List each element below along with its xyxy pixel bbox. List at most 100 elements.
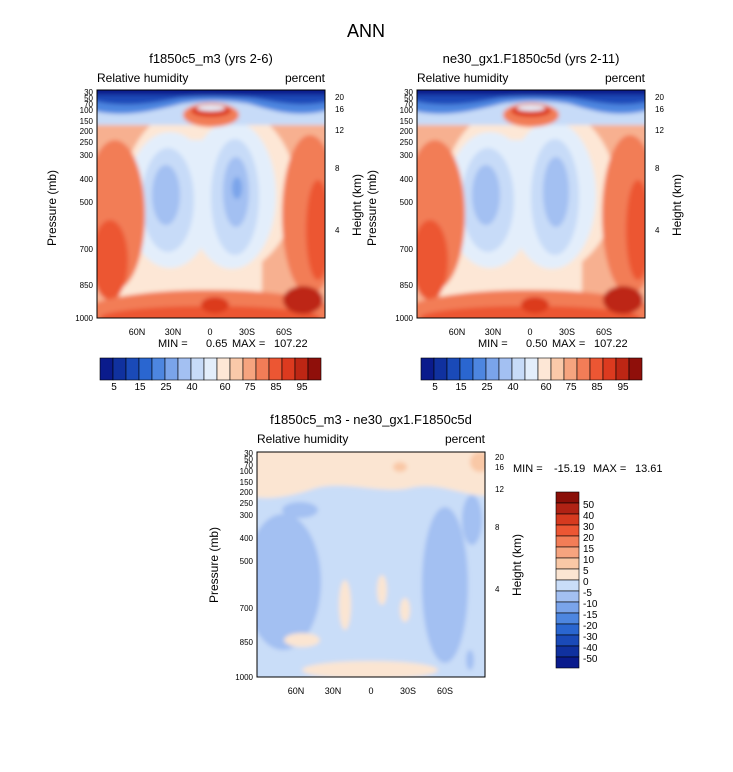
panel-1-max-label: MAX = (232, 338, 265, 350)
panel-1-units-label: percent (285, 71, 326, 85)
y2-tick-label-8: 8 (655, 164, 660, 173)
colorbar-swatch (472, 357, 487, 381)
y-tick-label-250: 250 (80, 138, 94, 147)
y-tick-label-50: 50 (84, 94, 93, 103)
y2-tick-label-20: 20 (495, 453, 504, 462)
colorbar-swatch (99, 357, 114, 381)
colorbar-swatch (138, 357, 153, 381)
x-tick-label-30n: 30N (485, 327, 502, 337)
cbar-label-40: 40 (186, 382, 198, 393)
cbar-label-95: 95 (617, 382, 629, 393)
panel-1-max-value: 107.22 (274, 338, 308, 350)
x-tick-label-eq: 0 (207, 327, 212, 337)
cbar-label-40: 40 (583, 511, 595, 522)
y-tick-label-150: 150 (400, 117, 414, 126)
y-tick-label-70: 70 (244, 461, 253, 470)
panel-2-min-value: 0.50 (526, 338, 547, 350)
panel-3-x-axis: 60N 30N 0 30S 60S (288, 686, 453, 696)
y2-tick-label-16: 16 (335, 105, 344, 114)
panel-2-y2-axis: 20 16 12 8 4 Height (km) (655, 93, 684, 236)
cbar-label-75: 75 (565, 382, 577, 393)
y-tick-label-400: 400 (80, 175, 94, 184)
colorbar-swatch (589, 357, 604, 381)
colorbar-swatch (255, 357, 270, 381)
panel-1-colorbar (99, 357, 322, 381)
colorbar-swatch (537, 357, 552, 381)
cbar-label-0: 0 (583, 577, 589, 588)
y2-tick-label-12: 12 (335, 126, 344, 135)
colorbar-swatch (268, 357, 283, 381)
cbar-label-neg5: -5 (583, 588, 592, 599)
cbar-label-20: 20 (583, 533, 595, 544)
x-tick-label-30n: 30N (325, 686, 342, 696)
cbar-label-75: 75 (244, 382, 256, 393)
x-tick-label-eq: 0 (368, 686, 373, 696)
y2-tick-label-8: 8 (335, 164, 340, 173)
cbar-label-neg40: -40 (583, 643, 598, 654)
x-tick-label-60s: 60S (596, 327, 612, 337)
y-tick-label-250: 250 (240, 499, 254, 508)
panel-2-max-value: 107.22 (594, 338, 628, 350)
panel-2-variable-label: Relative humidity (417, 71, 508, 85)
panel-1-y-axis: 30 50 70 100 150 200 250 300 400 500 700… (45, 88, 94, 323)
x-tick-label-60n: 60N (449, 327, 466, 337)
x-tick-label-30n: 30N (165, 327, 182, 337)
y-tick-label-400: 400 (400, 175, 414, 184)
colorbar-swatch (420, 357, 435, 381)
y-tick-label-70: 70 (84, 100, 93, 109)
y-tick-label-250: 250 (400, 138, 414, 147)
colorbar-swatch (511, 357, 526, 381)
cbar-label-neg15: -15 (583, 610, 598, 621)
panel-1-min-label: MIN = (158, 338, 188, 350)
colorbar-swatch (555, 502, 580, 515)
y2-tick-label-4: 4 (495, 585, 500, 594)
colorbar-swatch (307, 357, 322, 381)
cbar-label-60: 60 (540, 382, 552, 393)
colorbar-swatch (555, 524, 580, 537)
panel-3-variable-label: Relative humidity (257, 432, 348, 446)
panel-2-title: ne30_gx1.F1850c5d (yrs 2-11) (443, 51, 620, 66)
colorbar-swatch (628, 357, 643, 381)
panel-3-y2-axis-title: Height (km) (510, 534, 524, 596)
cbar-label-25: 25 (481, 382, 493, 393)
y-tick-label-300: 300 (240, 511, 254, 520)
panel-3: f1850c5_m3 - ne30_gx1.F1850c5d Relative … (207, 412, 663, 696)
colorbar-swatch (242, 357, 257, 381)
colorbar-swatch (164, 357, 179, 381)
cbar-label-30: 30 (583, 522, 595, 533)
y-tick-label-100: 100 (240, 467, 254, 476)
colorbar-swatch (555, 546, 580, 559)
colorbar-swatch (216, 357, 231, 381)
y-tick-label-500: 500 (240, 557, 254, 566)
panel-1-y2-axis: 20 16 12 8 4 Height (km) (335, 93, 364, 236)
panel-3-units-label: percent (445, 432, 486, 446)
panel-1-y-axis-title: Pressure (mb) (45, 170, 59, 246)
y-tick-label-30: 30 (84, 88, 93, 97)
cbar-label-15: 15 (455, 382, 467, 393)
colorbar-swatch (151, 357, 166, 381)
cbar-label-95: 95 (296, 382, 308, 393)
y-tick-label-700: 700 (240, 604, 254, 613)
y-tick-label-100: 100 (400, 106, 414, 115)
panel-2-x-axis: 60N 30N 0 30S 60S (449, 327, 612, 337)
colorbar-swatch (229, 357, 244, 381)
colorbar-swatch (555, 535, 580, 548)
y-tick-label-300: 300 (400, 151, 414, 160)
panel-1-variable-label: Relative humidity (97, 71, 188, 85)
y2-tick-label-20: 20 (655, 93, 664, 102)
colorbar-swatch (112, 357, 127, 381)
colorbar-swatch (550, 357, 565, 381)
cbar-label-neg50: -50 (583, 654, 598, 665)
cbar-label-neg20: -20 (583, 621, 598, 632)
cbar-label-5: 5 (111, 382, 117, 393)
cbar-label-10: 10 (583, 555, 595, 566)
y-tick-label-100: 100 (80, 106, 94, 115)
x-tick-label-eq: 0 (527, 327, 532, 337)
cbar-label-60: 60 (219, 382, 231, 393)
y-tick-label-30: 30 (244, 449, 253, 458)
colorbar-swatch (459, 357, 474, 381)
panel-1-contour-field (97, 90, 325, 318)
panel-2-y-axis: 30 50 70 100 150 200 250 300 400 500 700… (365, 88, 414, 323)
panel-1-min-value: 0.65 (206, 338, 227, 350)
